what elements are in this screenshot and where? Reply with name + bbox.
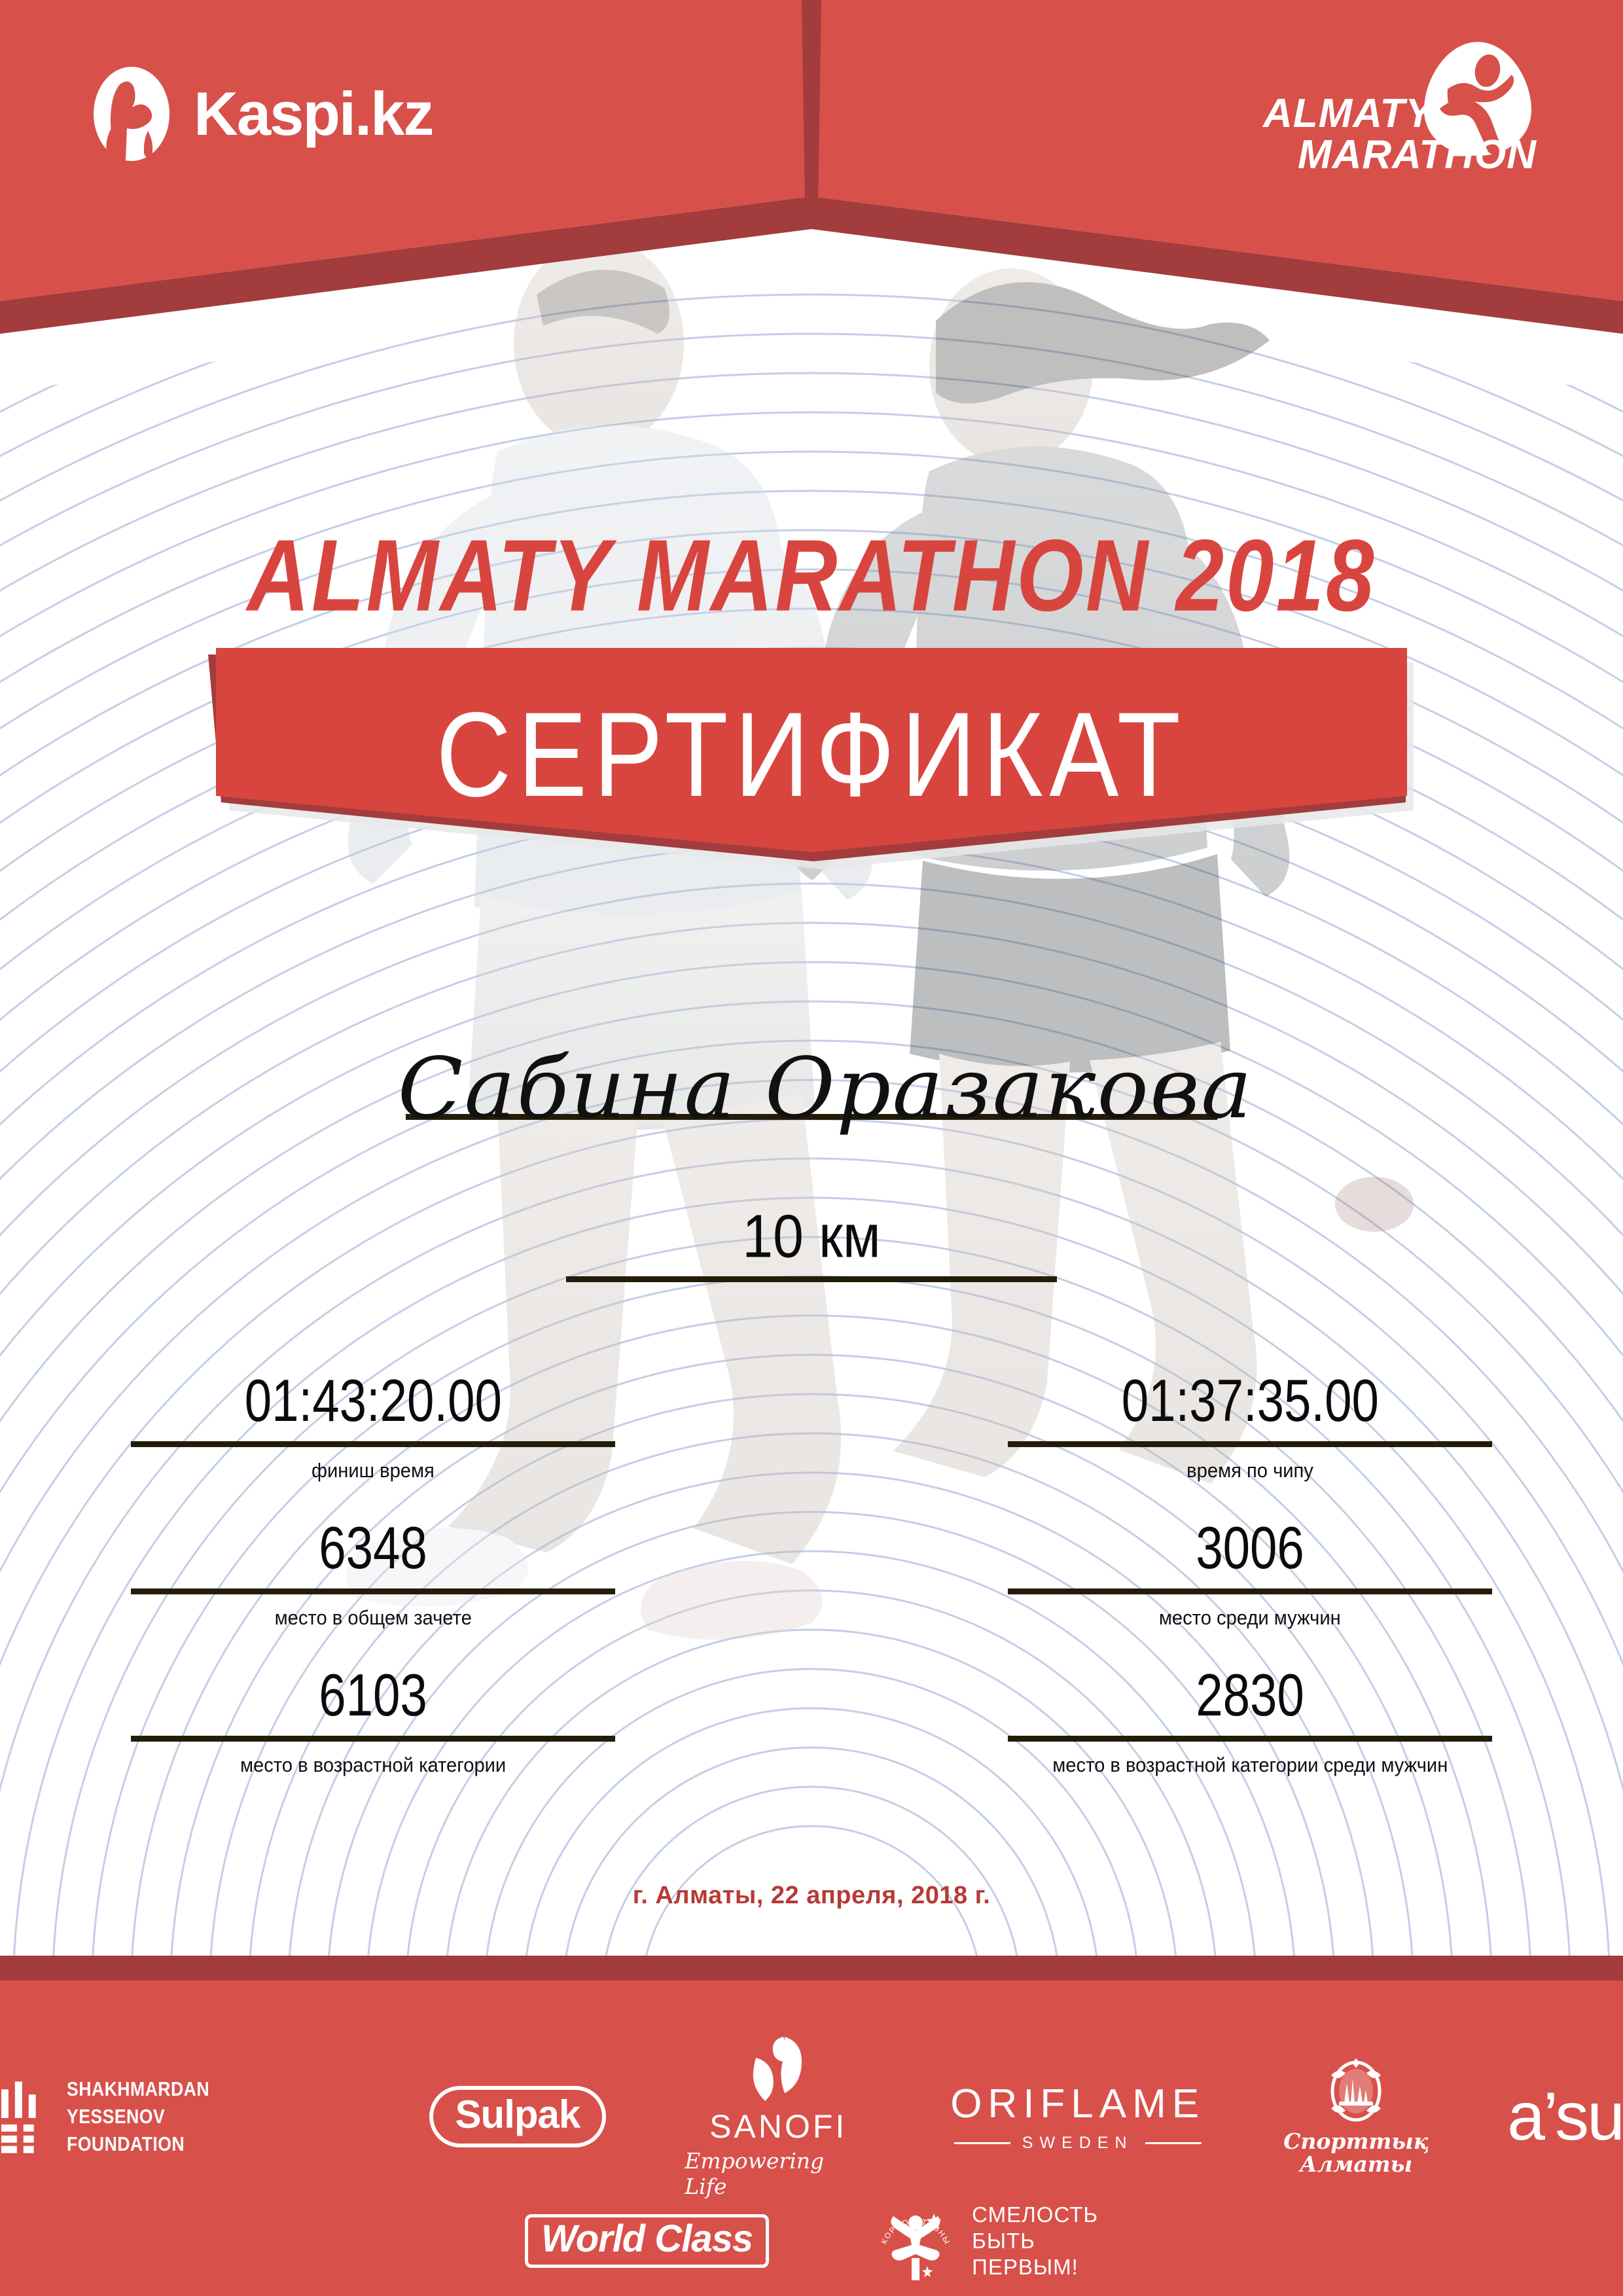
- sponsor-row-primary: SHAKHMARDAN YESSENOV FOUNDATION Sulpak S…: [0, 2034, 1623, 2199]
- result-cell-finish-time: 01:43:20.00 финиш время: [131, 1367, 615, 1482]
- sponsor-sanofi[interactable]: SANOFI Empowering Life: [685, 2034, 872, 2199]
- certificate-word: СЕРТИФИКАТ: [436, 687, 1187, 822]
- sponsor-sport-almaty[interactable]: Спорттық Алматы: [1283, 2057, 1429, 2176]
- result-rule: [131, 1588, 615, 1594]
- result-value: 2830: [1196, 1661, 1304, 1729]
- smelost-line-1: СМЕЛОСТЬ: [972, 2202, 1098, 2227]
- almaty-marathon-wordmark: ALMATY MARATHON: [1263, 91, 1541, 178]
- smelost-text: СМЕЛОСТЬ БЫТЬ ПЕРВЫМ!: [972, 2202, 1098, 2281]
- sanofi-tagline: Empowering Life: [685, 2148, 825, 2199]
- results-grid: 01:43:20.00 финиш время 01:37:35.00 врем…: [0, 1367, 1623, 1810]
- distance-value: 10 км: [742, 1202, 881, 1270]
- smelost-byt-pervym-icon: КОРПОРАТИВНЫЙ ФОНД: [874, 2198, 951, 2280]
- sponsor-sulpak[interactable]: Sulpak: [429, 2086, 607, 2147]
- sponsor-smelost-byt-pervym[interactable]: КОРПОРАТИВНЫЙ ФОНД СМЕЛОСТЬ БЫТЬ ПЕРВЫМ!: [874, 2198, 1098, 2284]
- distance-block: 10 км: [566, 1202, 1057, 1283]
- result-label: место в общем зачете: [274, 1606, 472, 1629]
- result-cell-gender-place: 3006 место среди мужчин: [1008, 1515, 1492, 1630]
- world-class-logo-icon: World Class: [525, 2214, 770, 2268]
- sport-almaty-line-2: Алматы: [1299, 2151, 1413, 2177]
- sponsor-asu[interactable]: a’su: [1507, 2083, 1623, 2151]
- sponsor-oriflame[interactable]: ORIFLAME SWEDEN: [950, 2081, 1205, 2153]
- results-row: 6348 место в общем зачете 3006 место сре…: [0, 1515, 1623, 1630]
- sanofi-bird-icon: [753, 2037, 802, 2101]
- sponsors-footer: SHAKHMARDAN YESSENOV FOUNDATION Sulpak S…: [0, 1956, 1623, 2296]
- world-class-label-1: World: [541, 2217, 645, 2260]
- participant-name: Сабина Оразакова: [397, 1040, 1253, 1138]
- distance-rule: [566, 1276, 1057, 1283]
- kaspi-logo[interactable]: Kaspi.kz: [92, 65, 434, 162]
- certificate-banner-shape: [208, 648, 1414, 869]
- result-label: время по чипу: [1186, 1459, 1313, 1482]
- header-red-chevron: [0, 0, 1623, 334]
- world-class-label-2: Class: [654, 2217, 753, 2260]
- kaspi-logo-text: Kaspi.kz: [194, 79, 434, 148]
- sport-almaty-line-1: Спорттық: [1283, 2128, 1429, 2155]
- yessenov-line-2: FOUNDATION: [66, 2132, 185, 2155]
- world-class-label: World Class: [541, 2220, 753, 2258]
- yessenov-foundation-icon: [1, 2081, 36, 2153]
- result-value: 3006: [1196, 1514, 1304, 1581]
- footer-top-bar: [0, 1956, 1623, 1981]
- result-cell-age-gender-place: 2830 место в возрастной категории среди …: [1008, 1662, 1492, 1777]
- place-and-date: г. Алматы, 22 апреля, 2018 г.: [632, 1882, 991, 1909]
- oriflame-sub: SWEDEN: [1022, 2134, 1133, 2152]
- result-label: финиш время: [312, 1459, 435, 1482]
- sanofi-label: SANOFI: [709, 2108, 847, 2145]
- yessenov-line-1: SHAKHMARDAN YESSENOV: [66, 2077, 209, 2128]
- oriflame-dash-right: [1145, 2142, 1202, 2144]
- sport-almaty-crest-icon: [1330, 2058, 1382, 2122]
- kaspi-people-icon: [94, 67, 169, 162]
- oriflame-label: ORIFLAME: [950, 2081, 1205, 2126]
- sponsor-yessenov-foundation[interactable]: SHAKHMARDAN YESSENOV FOUNDATION: [0, 2075, 351, 2158]
- result-label: место в возрастной категории среди мужчи…: [1052, 1753, 1448, 1776]
- result-value: 6348: [319, 1514, 427, 1581]
- result-rule: [1008, 1441, 1492, 1447]
- asu-logo-icon: a’su: [1507, 2079, 1623, 2155]
- sport-almaty-text: Спорттық Алматы: [1283, 2130, 1429, 2176]
- almaty-marathon-line1: ALMATY: [1263, 91, 1433, 136]
- result-rule: [1008, 1736, 1492, 1742]
- participant-name-rule: [406, 1114, 1217, 1120]
- participant-name-block: Сабина Оразакова: [398, 1047, 1252, 1131]
- oriflame-dash-left: [954, 2142, 1010, 2144]
- event-title: ALMATY MARATHON 2018: [247, 518, 1376, 632]
- result-label: место в возрастной категории: [240, 1753, 507, 1776]
- result-value: 01:43:20.00: [244, 1367, 502, 1434]
- almaty-marathon-logo[interactable]: ALMATY MARATHON: [1263, 38, 1538, 215]
- sponsor-world-class[interactable]: World Class: [525, 2214, 770, 2268]
- result-cell-overall-place: 6348 место в общем зачете: [131, 1515, 615, 1630]
- smelost-line-3: ПЕРВЫМ!: [972, 2255, 1079, 2280]
- sulpak-label: Sulpak: [455, 2092, 581, 2136]
- sponsor-row-secondary: World Class КОРПОРАТИВНЫЙ ФОНД: [0, 2198, 1623, 2284]
- result-value: 01:37:35.00: [1121, 1367, 1379, 1434]
- certificate-header: Kaspi.kz ALMATY MARATHON: [0, 0, 1623, 340]
- sulpak-logo-icon: Sulpak: [429, 2086, 607, 2147]
- oriflame-sub-line: SWEDEN: [954, 2134, 1202, 2153]
- result-cell-age-place: 6103 место в возрастной категории: [131, 1662, 615, 1777]
- results-row: 6103 место в возрастной категории 2830 м…: [0, 1662, 1623, 1777]
- result-cell-chip-time: 01:37:35.00 время по чипу: [1008, 1367, 1492, 1482]
- result-label: место среди мужчин: [1159, 1606, 1341, 1629]
- smelost-line-2: БЫТЬ: [972, 2228, 1035, 2253]
- results-row: 01:43:20.00 финиш время 01:37:35.00 врем…: [0, 1367, 1623, 1482]
- result-value: 6103: [319, 1661, 427, 1729]
- yessenov-foundation-text: SHAKHMARDAN YESSENOV FOUNDATION: [67, 2075, 311, 2158]
- result-rule: [131, 1441, 615, 1447]
- result-rule: [1008, 1588, 1492, 1594]
- result-rule: [131, 1736, 615, 1742]
- almaty-marathon-runner-icon: [1424, 42, 1531, 156]
- certificate-banner: СЕРТИФИКАТ: [0, 648, 1623, 870]
- almaty-marathon-line2: MARATHON: [1297, 132, 1537, 178]
